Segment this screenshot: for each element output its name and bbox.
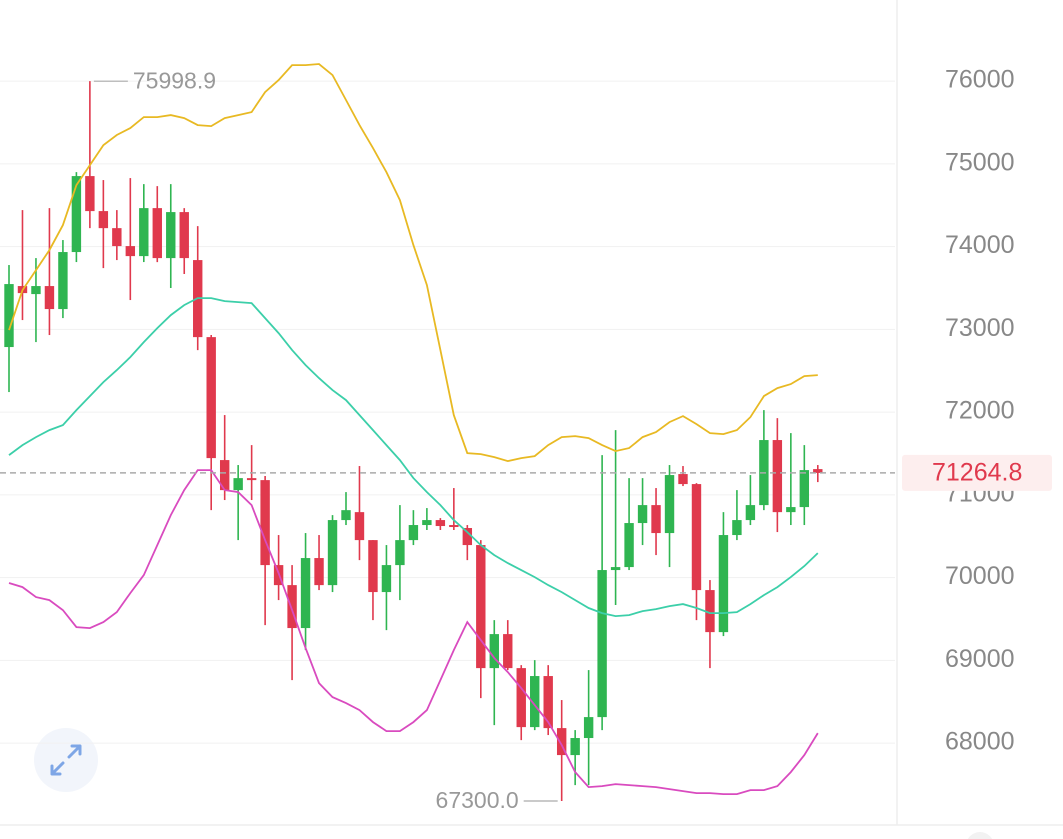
candle-body [799, 470, 810, 508]
candle-body [449, 525, 459, 528]
candles [4, 81, 823, 802]
zoom-icon [50, 744, 82, 776]
y-tick-label: 69000 [945, 645, 1015, 673]
zoom-button[interactable] [34, 728, 98, 792]
y-tick-label: 74000 [945, 231, 1015, 259]
candle-body [246, 478, 257, 481]
band-line [8, 63, 818, 463]
current-price-badge [902, 454, 1052, 491]
candle-body [368, 540, 378, 593]
y-tick-label: 72000 [945, 397, 1015, 425]
candle-body [260, 480, 270, 566]
candle-body [745, 505, 756, 521]
y-tick-label: 76000 [945, 66, 1015, 94]
grid [0, 80, 895, 744]
y-tick-label: 70000 [945, 562, 1015, 590]
candle-body [489, 634, 499, 669]
band-line [8, 469, 819, 795]
candle-body [381, 565, 392, 593]
zoom-button-bg [34, 728, 98, 792]
candle-body [597, 570, 607, 718]
annotation-label: 67300.0 [436, 787, 519, 813]
candle-body [98, 211, 109, 229]
bands [8, 63, 819, 795]
candle-body [44, 286, 55, 310]
candle-body [678, 474, 688, 485]
candle-body [166, 212, 176, 259]
candle-body [637, 505, 648, 524]
candle-body [503, 634, 513, 669]
annotation-label: 75998.9 [133, 67, 216, 93]
candle-body [530, 676, 540, 728]
candle-body [395, 540, 405, 566]
y-tick-label: 75000 [945, 148, 1015, 176]
candle-body [813, 469, 823, 473]
candle-body [651, 505, 661, 534]
candle-body [664, 475, 675, 534]
candle-body [287, 585, 297, 629]
candle-body [125, 246, 136, 257]
candle-body [610, 567, 621, 571]
candle-body [179, 212, 189, 259]
y-tick-label: 73000 [945, 314, 1015, 342]
y-tick-label: 68000 [945, 728, 1015, 756]
current-price-label: 71264.8 [932, 459, 1022, 487]
candle-body [435, 520, 446, 527]
candle-body [233, 478, 243, 491]
candle-body [206, 337, 216, 459]
candle-body [624, 523, 634, 568]
candle-body [354, 512, 365, 541]
candle-body [543, 676, 553, 729]
candle-body [583, 717, 594, 739]
candle-body [314, 558, 324, 586]
candle-body [772, 440, 783, 513]
candle-body [85, 176, 95, 212]
candle-body [408, 525, 419, 541]
candle-body [112, 228, 122, 247]
candle-body [462, 528, 473, 546]
candle-body [300, 558, 311, 629]
candle-body [31, 286, 41, 295]
candle-body [152, 208, 162, 259]
candle-body [71, 176, 82, 253]
candle-body [691, 484, 702, 591]
candle-body [422, 520, 432, 526]
candle-body [58, 252, 68, 310]
candle-body [786, 507, 796, 513]
candle-body [570, 738, 580, 756]
candle-body [139, 208, 149, 257]
candle-body [732, 520, 742, 536]
candle-body [476, 545, 486, 669]
candle-body [341, 510, 351, 521]
candle-body [718, 535, 729, 633]
candle-body [327, 520, 338, 586]
candle-body [705, 590, 715, 633]
candle-body [516, 668, 526, 728]
candle-body [219, 460, 230, 491]
candle-body [556, 728, 567, 756]
scroll-handle [967, 832, 993, 839]
band-line [8, 297, 819, 618]
candle-body [4, 284, 14, 348]
